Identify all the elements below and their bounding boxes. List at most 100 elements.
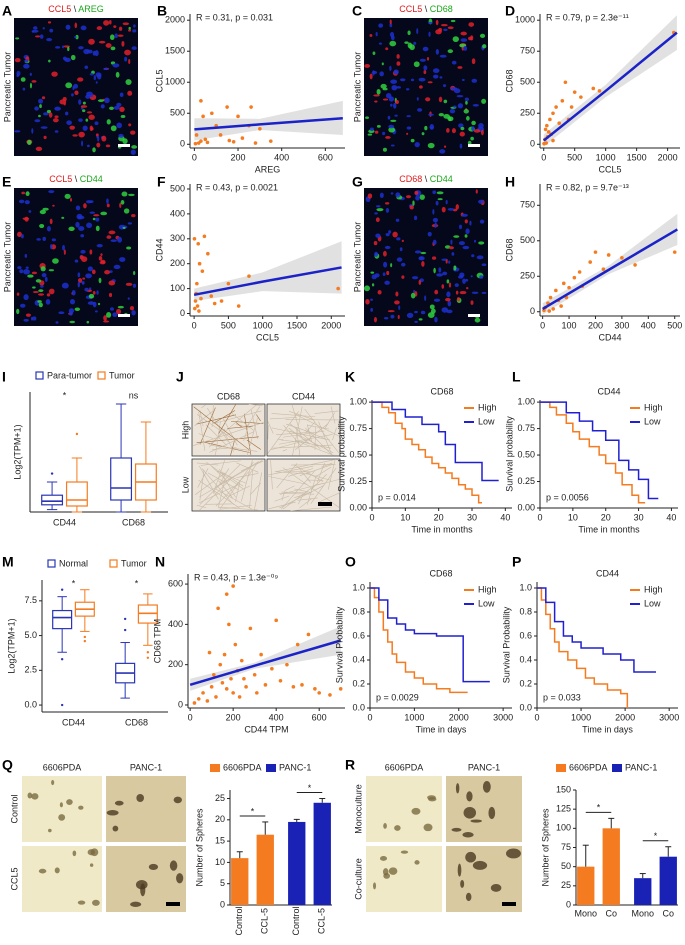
x-tick-label: CD44 — [53, 517, 76, 527]
cell — [78, 99, 82, 105]
cell — [445, 259, 448, 264]
cell — [428, 31, 431, 37]
point — [197, 309, 201, 313]
cell — [49, 28, 54, 33]
y-tick-label: 0 — [178, 699, 183, 709]
y-tick-label: 1000 — [165, 77, 185, 87]
cell — [470, 300, 474, 305]
cell — [413, 61, 420, 68]
y-tick-label: 400 — [170, 208, 185, 218]
tissue-fiber — [298, 467, 311, 483]
cell — [427, 312, 435, 318]
point — [226, 281, 231, 286]
annotation: R = 0.79, p = 2.3e⁻¹¹ — [546, 12, 629, 22]
column-label: CD68 — [217, 391, 240, 401]
cell — [93, 75, 97, 81]
panel-letter: H — [505, 174, 515, 190]
cell — [89, 94, 94, 97]
cell — [416, 97, 419, 101]
cell — [24, 200, 30, 205]
tissue-label: Pancreatic Tumor — [2, 52, 12, 123]
cell — [434, 316, 438, 323]
cell — [37, 300, 42, 303]
cell — [117, 34, 124, 37]
regression-line — [542, 31, 678, 142]
cell — [370, 298, 373, 301]
y-tick-label: 1000 — [515, 15, 535, 25]
tissue-fiber — [324, 412, 335, 430]
cell — [455, 204, 459, 210]
point — [233, 642, 238, 647]
y-tick-label: 0.25 — [517, 476, 535, 486]
point — [249, 105, 253, 109]
point — [222, 652, 227, 657]
cell — [407, 30, 411, 36]
tissue-fiber — [294, 488, 312, 494]
point — [551, 307, 556, 311]
cell — [414, 141, 420, 148]
sphere — [457, 863, 462, 877]
point — [620, 256, 624, 260]
cell — [415, 195, 420, 201]
cell — [418, 77, 426, 82]
cell — [35, 146, 43, 152]
cell — [388, 127, 396, 133]
point — [218, 662, 223, 667]
cell — [86, 222, 93, 229]
cell — [395, 291, 399, 297]
cell — [40, 126, 48, 129]
tissue-fiber — [211, 403, 214, 428]
cell — [384, 245, 391, 250]
cell — [470, 275, 473, 278]
tissue-fiber — [267, 411, 299, 454]
cell — [390, 314, 395, 319]
outlier — [60, 588, 64, 591]
point — [236, 304, 241, 308]
cell — [79, 255, 84, 260]
cell — [432, 209, 435, 215]
cell — [449, 109, 456, 114]
cell — [106, 198, 109, 204]
tissue-fiber — [276, 463, 298, 489]
cell — [425, 97, 431, 102]
y-tick-label: 0.8 — [352, 606, 365, 616]
panel-letter: R — [345, 757, 355, 773]
cell — [68, 226, 75, 231]
x-tick-label: Co — [662, 908, 674, 918]
y-tick-label: 750 — [520, 200, 535, 210]
y-tick-label: 0.50 — [349, 449, 367, 459]
panel-letter: K — [345, 369, 355, 385]
x-tick-label: Control — [291, 906, 301, 935]
cell — [435, 49, 440, 55]
regression-line — [194, 116, 343, 131]
cell — [72, 85, 75, 91]
sphere — [78, 805, 84, 810]
cell — [374, 251, 379, 257]
cell — [100, 104, 105, 109]
sphere — [136, 793, 145, 802]
tissue-fiber — [209, 431, 255, 453]
cell — [406, 115, 411, 118]
cell — [396, 257, 403, 262]
annotation: p = 0.014 — [378, 492, 416, 502]
cell — [124, 49, 131, 56]
tissue-fiber — [282, 449, 288, 452]
micrograph-texture — [363, 189, 487, 323]
cell — [371, 283, 375, 287]
survival-curve — [537, 587, 629, 708]
cell — [20, 234, 24, 239]
cell — [384, 202, 390, 205]
cell — [89, 125, 93, 132]
point — [193, 306, 197, 311]
y-tick-label: 0.0 — [519, 702, 532, 712]
survival-curve — [537, 587, 656, 673]
cell — [446, 309, 453, 314]
sphere — [423, 823, 433, 832]
sphere — [383, 822, 387, 829]
cell — [46, 38, 53, 42]
cell — [48, 190, 55, 194]
tissue-fiber — [236, 462, 259, 473]
x-tick-label: 1000 — [571, 712, 591, 722]
cell — [109, 20, 112, 25]
point — [274, 618, 278, 623]
